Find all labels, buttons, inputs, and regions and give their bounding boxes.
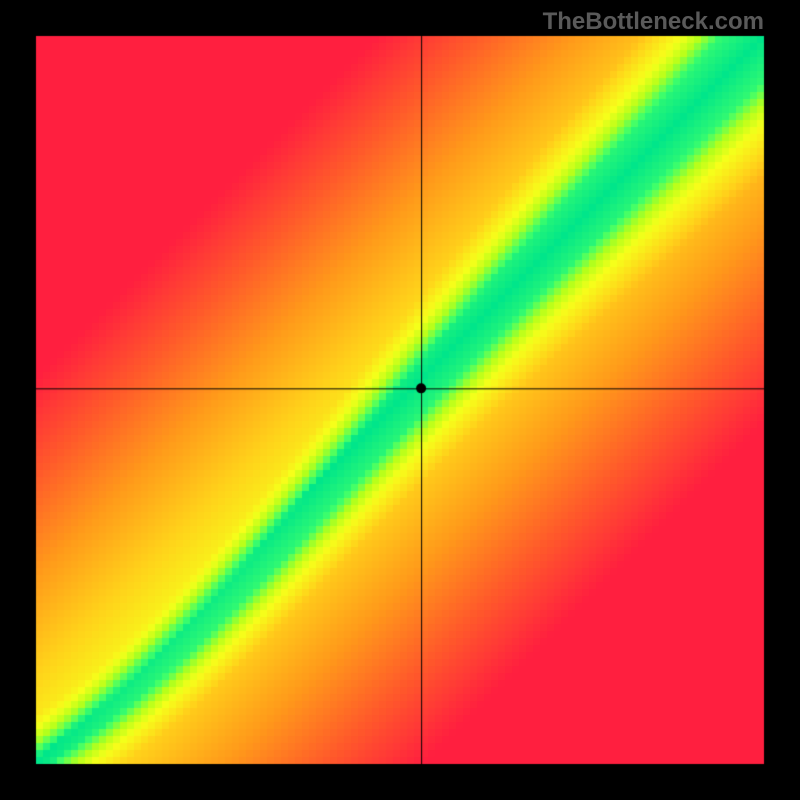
- bottleneck-heatmap: [0, 0, 800, 800]
- watermark-text: TheBottleneck.com: [543, 8, 764, 36]
- chart-container: TheBottleneck.com: [0, 0, 800, 800]
